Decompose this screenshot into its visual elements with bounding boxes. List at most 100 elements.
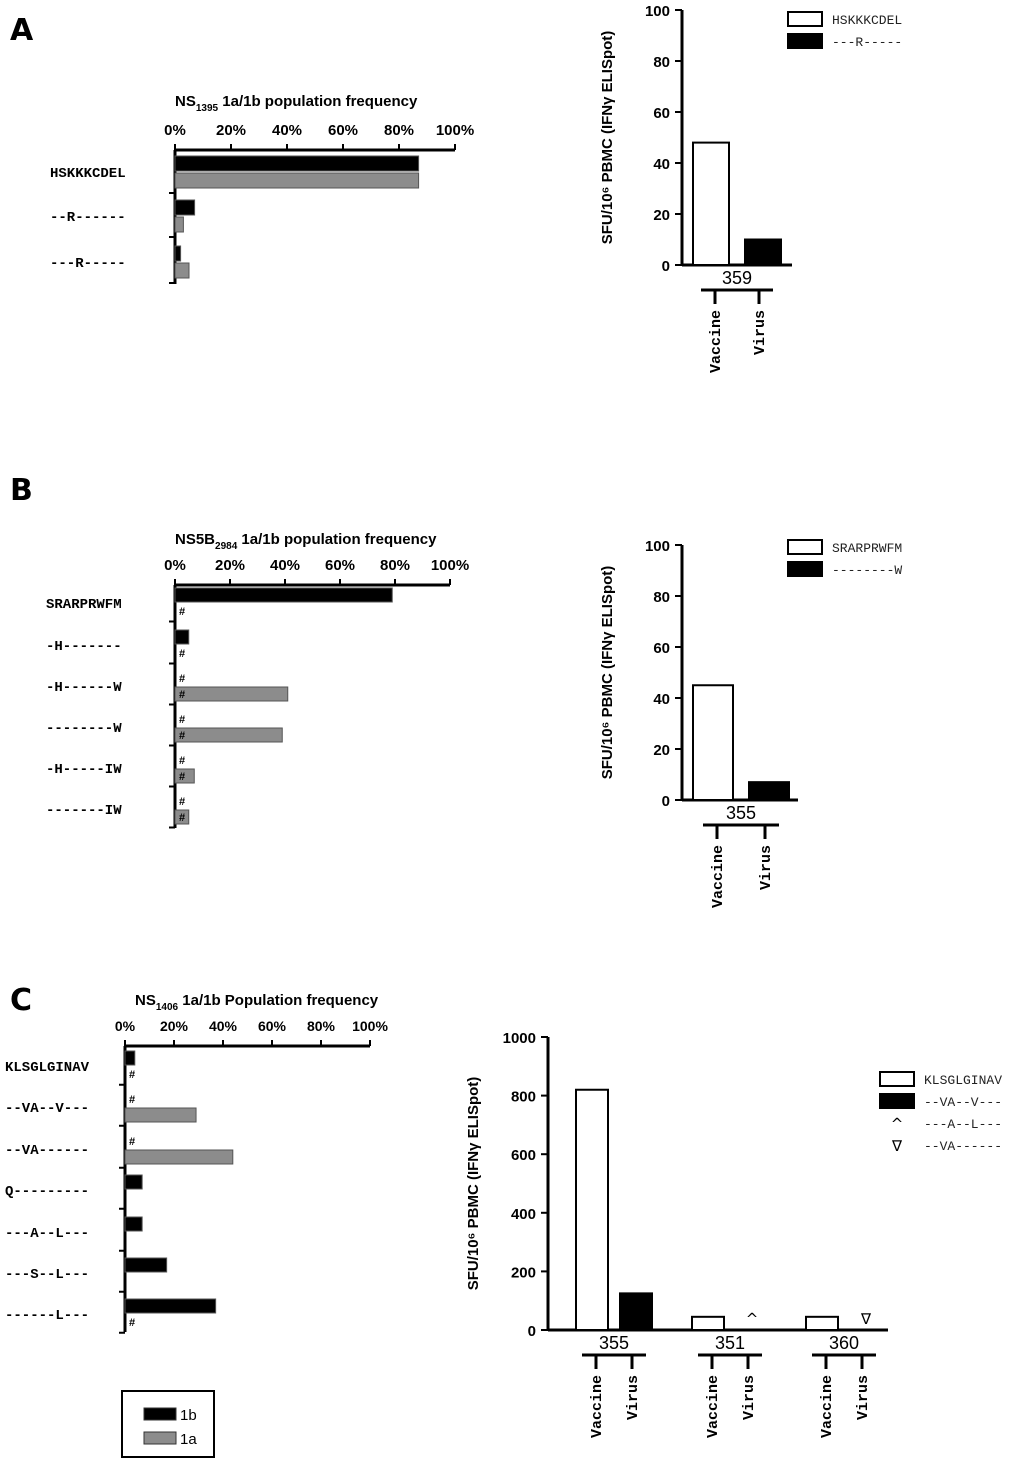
elispot-c-vaccine-label: Vaccine [705,1375,722,1438]
elispot-a-donor-label: 359 [722,268,752,288]
elispot-c-virus-label: Virus [741,1375,758,1420]
freq-a-category-label: HSKKKCDEL [50,166,126,182]
freq-a-bar-1a [174,172,420,189]
freq-c-bar-1b [124,1257,168,1273]
freq-c-hash-marker: # [129,1094,135,1106]
elispot-c-legend-label: KLSGLGINAV [924,1073,1002,1088]
elispot-c-donor-label: 360 [829,1333,859,1353]
freq-c-category-label: --VA------ [5,1143,89,1159]
panel-letter-c: C [10,983,32,1018]
elispot-b-bar-virus [748,781,790,802]
freq-c-hash-marker: # [129,1219,135,1231]
elispot-c-legend-symbol: ∇ [891,1137,903,1155]
freq-a-category-label: --R------ [50,210,126,226]
elispot-c-y-tick-label: 800 [511,1089,536,1106]
elispot-c-virus-marker: ^ [746,1310,759,1328]
elispot-c-virus-marker: ∇ [860,1310,872,1328]
elispot-a-y-tick-label: 0 [662,258,670,275]
elispot-b-y-tick-label: 100 [645,538,670,555]
freq-b-hash-marker: # [179,689,185,701]
freq-a-bar-1a [174,262,190,279]
elispot-c-legend-label: ---A--L--- [924,1117,1002,1132]
freq-a-bar-1b [174,199,196,216]
freq-c-hash-marker: # [129,1069,135,1081]
elispot-c-legend-label: --VA------ [924,1139,1002,1154]
elispot-b-y-tick-label: 40 [653,691,670,708]
elispot-a-y-tick-label: 100 [645,3,670,20]
freq-b-title: NS5B2984 1a/1b population frequency [175,531,437,552]
freq-c-category-label: --VA--V--- [5,1101,89,1117]
freq-c-x-tick-label: 40% [209,1018,238,1034]
elispot-a-legend-label: HSKKKCDEL [832,13,902,28]
freq-a-bar-1b [174,155,420,172]
freq-b-x-tick-label: 0% [164,557,186,574]
elispot-c-bar-virus [619,1292,653,1331]
freq-a-bar-1a [174,216,184,233]
freq-b-x-tick-label: 20% [215,557,245,574]
freq-b-bar-1a [174,727,283,743]
elispot-c-legend-symbol: ^ [891,1115,904,1133]
freq-b-hash-marker: # [179,796,185,808]
freq-c-category-label: Q--------- [5,1184,89,1200]
elispot-b-legend-label: --------W [832,563,902,578]
elispot-c-legend-label: --VA--V--- [924,1095,1002,1110]
elispot-a-bar-vaccine [692,141,730,267]
freq-b-hash-marker: # [179,648,185,660]
freq-a-x-tick-label: 100% [436,122,474,139]
freq-b-hash-marker: # [179,771,185,783]
elispot-b-y-tick-label: 60 [653,640,670,657]
freq-b-hash-marker: # [179,673,185,685]
elispot-a-legend-swatch [787,11,823,27]
elispot-a-bar-virus [744,238,782,266]
elispot-c-vaccine-label: Vaccine [589,1375,606,1438]
freq-b-x-tick-label: 60% [325,557,355,574]
elispot-b-virus-label: Virus [758,845,775,890]
freq-c-hash-marker: # [129,1136,135,1148]
freq-b-category-label: -H------- [46,639,122,655]
elispot-b-y-tick-label: 20 [653,742,670,759]
freq-c-bar-1b [124,1216,143,1232]
freq-a-x-tick-label: 80% [384,122,414,139]
freq-b-category-label: SRARPRWFM [46,597,122,613]
elispot-c-bar-vaccine [805,1315,839,1331]
freq-c-x-tick-label: 20% [160,1018,189,1034]
elispot-a-y-tick-label: 20 [653,207,670,224]
elispot-c-virus-label: Virus [855,1375,872,1420]
elispot-b-legend-swatch [787,539,823,555]
freq-c-bar-1b [124,1298,217,1314]
freq-b-category-label: -H-----IW [46,762,122,778]
elispot-c-y-tick-label: 1000 [503,1030,536,1047]
elispot-a-y-tick-label: 40 [653,156,670,173]
elispot-c-y-tick-label: 400 [511,1206,536,1223]
freq-c-bar-1b [124,1050,136,1066]
freq-c-x-tick-label: 80% [307,1018,336,1034]
elispot-c-y-tick-label: 0 [528,1323,536,1340]
freq-c-category-label: ------L--- [5,1308,89,1324]
freq-key-label: 1b [180,1407,197,1424]
freq-a-category-label: ---R----- [50,256,126,272]
freq-c-hash-marker: # [129,1260,135,1272]
panel-letter-a: A [10,13,34,48]
freq-a-bar-1b [174,245,182,262]
freq-c-title: NS1406 1a/1b Population frequency [135,992,379,1013]
elispot-c-y-label: SFU/10⁶ PBMC (IFNγ ELISpot) [465,1077,482,1291]
elispot-b-donor-label: 355 [726,803,756,823]
freq-c-bar-1a [124,1107,197,1123]
elispot-a-legend-swatch [787,33,823,49]
elispot-c-bar-vaccine [691,1315,725,1331]
elispot-b-y-label: SFU/10⁶ PBMC (IFNγ ELISpot) [599,566,616,780]
freq-a-x-tick-label: 20% [216,122,246,139]
freq-a-x-tick-label: 60% [328,122,358,139]
freq-b-hash-marker: # [179,730,185,742]
freq-c-hash-marker: # [129,1301,135,1313]
freq-b-bar-1a [174,809,190,825]
freq-b-hash-marker: # [179,812,185,824]
freq-b-hash-marker: # [179,632,185,644]
freq-c-hash-marker: # [129,1317,135,1329]
elispot-c-vaccine-label: Vaccine [819,1375,836,1438]
elispot-b-y-tick-label: 0 [662,793,670,810]
freq-c-hash-marker: # [129,1177,135,1189]
elispot-a-y-tick-label: 60 [653,105,670,122]
elispot-c-bar-vaccine [575,1088,609,1331]
